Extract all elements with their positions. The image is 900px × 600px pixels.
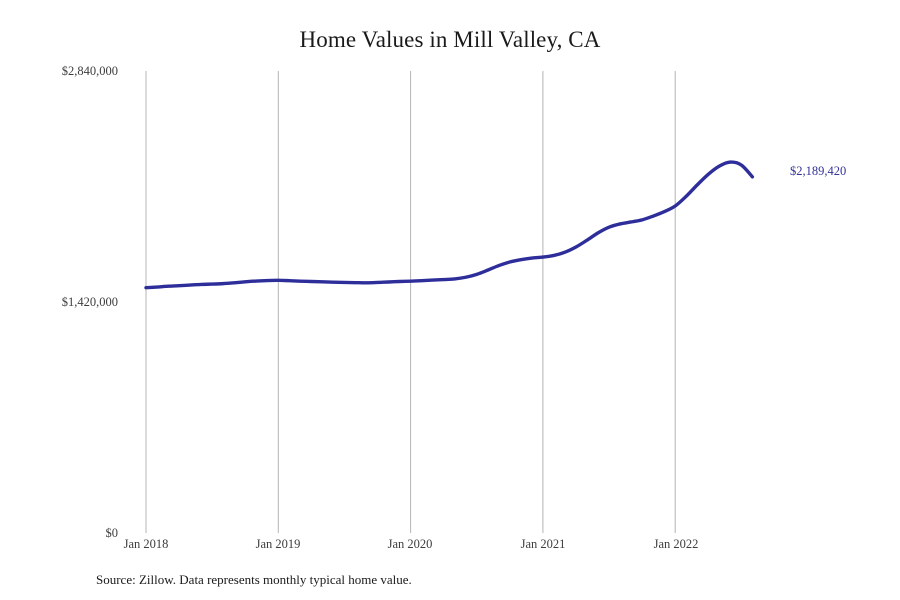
chart-title: Home Values in Mill Valley, CA xyxy=(299,27,601,52)
x-axis-tick-label-jan-2022: Jan 2022 xyxy=(653,537,699,551)
x-axis-tick-label-jan-2020: Jan 2020 xyxy=(387,537,433,551)
end-value-annotation: $2,189,420 xyxy=(790,164,847,178)
x-axis-tick-label-jan-2021: Jan 2021 xyxy=(520,537,566,551)
y-axis-tick-label-max: $2,840,000 xyxy=(61,64,118,78)
data-series-line xyxy=(144,160,755,290)
x-axis-tick-label-jan-2018: Jan 2018 xyxy=(123,537,169,551)
gridlines-group xyxy=(145,71,676,533)
y-axis-tick-label-mid: $1,420,000 xyxy=(61,295,118,309)
y-axis-tick-label-zero: $0 xyxy=(105,526,119,540)
x-axis-tick-label-jan-2019: Jan 2019 xyxy=(255,537,301,551)
source-note: Source: Zillow. Data represents monthly … xyxy=(96,572,412,587)
